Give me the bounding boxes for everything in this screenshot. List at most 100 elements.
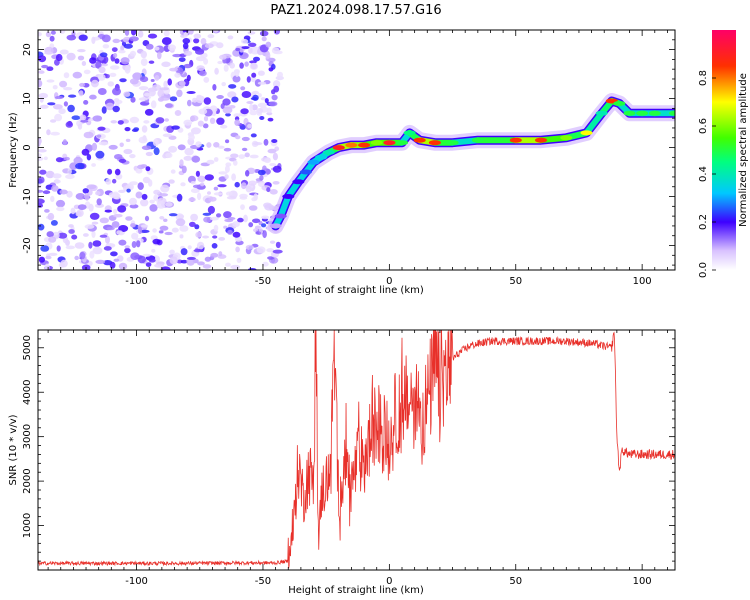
- noise-blob: [101, 63, 108, 67]
- noise-blob: [196, 65, 205, 71]
- noise-blob: [78, 90, 84, 97]
- noise-blob: [202, 123, 209, 129]
- noise-blob: [89, 250, 95, 259]
- noise-blob: [55, 199, 66, 208]
- noise-blob: [78, 34, 88, 41]
- noise-blob: [105, 102, 115, 111]
- noise-blob: [129, 204, 139, 209]
- noise-blob: [224, 174, 229, 180]
- noise-blob: [168, 179, 175, 184]
- noise-blob: [71, 115, 81, 120]
- noise-blob: [45, 31, 52, 38]
- noise-blob: [109, 72, 117, 77]
- noise-blob: [187, 99, 192, 107]
- noise-blob: [91, 79, 99, 88]
- noise-blob: [97, 88, 107, 95]
- noise-blob: [225, 113, 231, 117]
- noise-blob: [239, 193, 248, 199]
- noise-blob: [129, 181, 138, 186]
- noise-blob: [81, 148, 90, 156]
- snr-frame: [37, 329, 676, 571]
- noise-blob: [113, 193, 121, 200]
- noise-blob: [234, 181, 240, 188]
- noise-blob: [183, 31, 188, 38]
- noise-blob: [256, 246, 266, 254]
- noise-blob: [120, 45, 125, 52]
- noise-blob: [45, 255, 52, 260]
- noise-blob: [81, 61, 87, 66]
- noise-blob: [197, 175, 206, 182]
- ridge-point: [669, 110, 675, 116]
- noise-blob: [203, 116, 209, 122]
- noise-blob: [230, 153, 239, 159]
- y-tick-label: -10: [22, 188, 33, 204]
- noise-blob: [112, 87, 121, 96]
- noise-blob: [119, 78, 127, 83]
- noise-blob: [271, 47, 280, 54]
- noise-blob: [99, 234, 108, 238]
- noise-blob: [124, 247, 131, 254]
- noise-blob: [50, 119, 57, 123]
- noise-blob: [162, 133, 172, 138]
- noise-blob: [114, 154, 123, 160]
- noise-blob: [271, 89, 276, 95]
- noise-blob: [50, 195, 55, 202]
- noise-blob: [147, 33, 158, 39]
- noise-blob: [79, 114, 87, 121]
- noise-blob: [92, 246, 103, 255]
- ridge-point: [396, 140, 408, 146]
- noise-blob: [245, 170, 250, 177]
- noise-blob: [159, 225, 169, 231]
- noise-blob: [273, 30, 280, 35]
- noise-blob: [53, 104, 63, 110]
- colorbar-tick-label: 0.6: [698, 118, 709, 134]
- noise-blob: [165, 202, 173, 207]
- noise-blob: [43, 156, 48, 161]
- noise-blob: [153, 147, 160, 156]
- noise-blob: [44, 263, 50, 270]
- noise-blob: [136, 240, 141, 248]
- noise-blob: [245, 185, 252, 193]
- noise-blob: [225, 139, 230, 144]
- noise-blob: [88, 241, 93, 249]
- colorbar-label: Normalized spectral amplitude: [738, 73, 749, 227]
- noise-blob: [77, 123, 83, 130]
- noise-blob: [232, 221, 240, 228]
- noise-blob: [38, 32, 42, 37]
- noise-blob: [206, 142, 212, 148]
- noise-blob: [60, 259, 68, 268]
- noise-blob: [269, 163, 277, 167]
- colorbar-tick-label: 0.4: [698, 166, 709, 182]
- noise-blob: [107, 168, 113, 175]
- noise-blob: [257, 93, 262, 98]
- noise-blob: [222, 98, 231, 106]
- noise-blob: [58, 108, 66, 115]
- noise-blob: [114, 168, 121, 176]
- noise-blob: [50, 131, 60, 136]
- noise-blob: [244, 152, 250, 158]
- ridge-point: [636, 110, 649, 116]
- noise-blob: [248, 42, 257, 47]
- noise-blob: [104, 74, 110, 79]
- noise-blob: [86, 184, 97, 190]
- noise-blob: [167, 78, 172, 86]
- noise-blob: [271, 94, 278, 101]
- noise-blob: [65, 121, 74, 128]
- noise-blob: [217, 145, 225, 149]
- snr-panel: -100 -50 0 50 100 1000 2000 3000 4000 5000 Heigh…: [8, 329, 676, 596]
- noise-blob: [38, 70, 45, 74]
- noise-blob: [118, 189, 126, 193]
- noise-blob: [226, 195, 237, 200]
- noise-blob: [216, 213, 222, 218]
- noise-blob: [261, 215, 270, 220]
- noise-blob: [241, 136, 250, 142]
- noise-blob: [38, 176, 45, 184]
- noise-blob: [125, 216, 133, 221]
- noise-blob: [161, 37, 172, 46]
- noise-blob: [171, 227, 179, 233]
- noise-blob: [257, 81, 267, 85]
- x-tick-label: -100: [125, 276, 148, 287]
- noise-blob: [141, 224, 149, 228]
- ridge-point: [613, 101, 626, 106]
- noise-blob: [227, 229, 233, 235]
